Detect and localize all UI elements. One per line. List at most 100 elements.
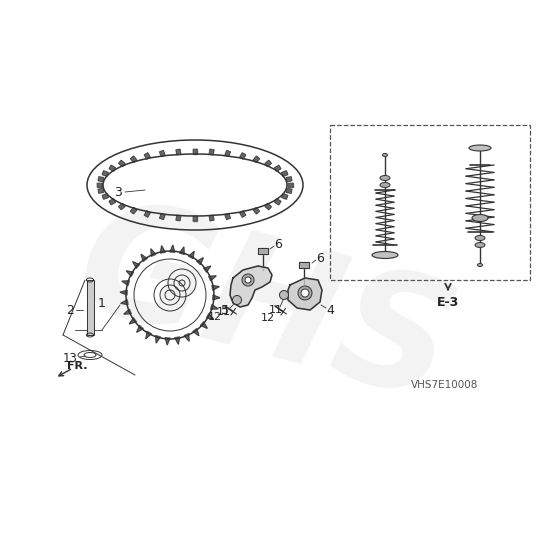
Polygon shape [176, 149, 181, 155]
Polygon shape [109, 199, 115, 205]
Polygon shape [197, 258, 203, 264]
Polygon shape [130, 156, 137, 162]
Polygon shape [274, 165, 281, 171]
Polygon shape [156, 335, 160, 343]
Ellipse shape [372, 251, 398, 259]
Polygon shape [193, 149, 197, 154]
Text: 13: 13 [63, 352, 77, 365]
Polygon shape [209, 276, 216, 281]
Polygon shape [130, 207, 137, 214]
Ellipse shape [472, 214, 488, 222]
Text: 6: 6 [274, 237, 282, 250]
Polygon shape [160, 213, 165, 220]
Polygon shape [209, 215, 214, 221]
Polygon shape [265, 160, 272, 167]
Polygon shape [212, 286, 220, 290]
Polygon shape [193, 329, 199, 336]
Polygon shape [230, 266, 272, 307]
Text: 1: 1 [98, 296, 106, 310]
Text: E-3: E-3 [437, 296, 459, 309]
Polygon shape [274, 199, 281, 205]
Ellipse shape [380, 183, 390, 188]
Circle shape [301, 289, 309, 297]
Polygon shape [193, 216, 197, 221]
Text: VHS7E10008: VHS7E10008 [411, 380, 479, 390]
Text: 4: 4 [326, 304, 334, 316]
Polygon shape [124, 309, 131, 314]
Polygon shape [200, 322, 207, 328]
Polygon shape [160, 246, 165, 253]
Ellipse shape [469, 145, 491, 151]
Polygon shape [240, 211, 246, 217]
Polygon shape [288, 183, 293, 187]
Text: 3: 3 [114, 185, 122, 198]
Polygon shape [144, 153, 150, 159]
Ellipse shape [478, 264, 483, 267]
Polygon shape [119, 203, 125, 209]
Circle shape [279, 291, 288, 300]
Polygon shape [225, 151, 230, 157]
Polygon shape [282, 171, 288, 176]
Circle shape [298, 286, 312, 300]
Polygon shape [122, 281, 129, 286]
Text: 11: 11 [269, 305, 283, 315]
Polygon shape [176, 215, 181, 221]
Text: GHS: GHS [62, 186, 469, 434]
Polygon shape [165, 338, 170, 345]
Bar [86, 280, 94, 335]
Polygon shape [109, 165, 115, 171]
Polygon shape [97, 183, 102, 187]
Polygon shape [184, 334, 189, 341]
Polygon shape [286, 177, 292, 181]
Polygon shape [146, 332, 151, 339]
Polygon shape [204, 266, 211, 272]
Polygon shape [102, 171, 108, 176]
Polygon shape [258, 248, 268, 254]
Polygon shape [141, 254, 147, 262]
Circle shape [245, 277, 251, 283]
Ellipse shape [382, 153, 388, 156]
Polygon shape [209, 149, 214, 155]
Polygon shape [160, 151, 165, 157]
Polygon shape [126, 271, 134, 276]
Polygon shape [207, 314, 214, 319]
Polygon shape [120, 290, 127, 295]
Circle shape [232, 296, 241, 305]
Polygon shape [170, 245, 175, 252]
Polygon shape [129, 318, 137, 324]
Polygon shape [121, 300, 128, 305]
Polygon shape [98, 188, 104, 193]
Polygon shape [119, 160, 125, 167]
Polygon shape [189, 251, 194, 259]
Ellipse shape [475, 242, 485, 248]
Polygon shape [137, 325, 143, 332]
Text: 12: 12 [208, 312, 222, 322]
Text: 11: 11 [217, 307, 231, 317]
Text: 12: 12 [261, 313, 275, 323]
Polygon shape [180, 247, 184, 254]
Polygon shape [288, 278, 322, 310]
Polygon shape [175, 337, 180, 344]
Polygon shape [144, 211, 150, 217]
Ellipse shape [475, 236, 485, 240]
Circle shape [242, 274, 254, 286]
Text: FR.: FR. [67, 361, 87, 371]
Polygon shape [253, 156, 259, 162]
Text: 6: 6 [316, 251, 324, 264]
Polygon shape [133, 262, 139, 268]
Bar [330, 125, 530, 280]
Ellipse shape [380, 175, 390, 180]
Polygon shape [240, 153, 246, 159]
Polygon shape [211, 305, 218, 309]
Polygon shape [213, 295, 220, 300]
Text: 2: 2 [66, 304, 74, 316]
Text: 5: 5 [221, 304, 229, 316]
Polygon shape [102, 194, 108, 199]
Polygon shape [253, 207, 259, 214]
Polygon shape [151, 249, 156, 256]
Polygon shape [98, 177, 104, 181]
Polygon shape [282, 194, 288, 199]
Polygon shape [225, 213, 230, 220]
Polygon shape [299, 262, 309, 268]
Polygon shape [265, 203, 272, 209]
